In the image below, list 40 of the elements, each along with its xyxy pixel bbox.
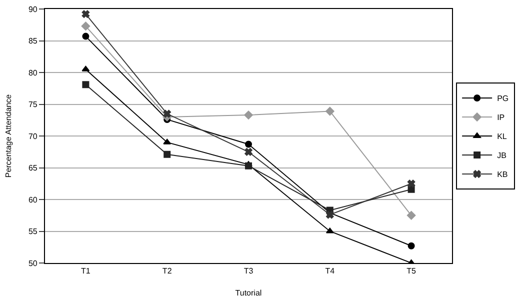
point bbox=[245, 140, 252, 148]
y-tick-label: 75 bbox=[28, 100, 38, 110]
point bbox=[407, 180, 416, 188]
y-tick-label: 80 bbox=[28, 68, 38, 78]
point bbox=[82, 81, 90, 88]
point bbox=[244, 148, 252, 156]
point bbox=[245, 162, 252, 170]
x-tick-label: T5 bbox=[406, 266, 417, 276]
point bbox=[406, 210, 416, 220]
legend-label: IP bbox=[497, 113, 505, 122]
point bbox=[163, 138, 172, 144]
point bbox=[82, 10, 90, 18]
x-tick-label: T3 bbox=[244, 266, 254, 276]
point bbox=[326, 210, 334, 219]
point bbox=[164, 150, 171, 158]
x-tick-label: T4 bbox=[325, 266, 336, 276]
point bbox=[326, 228, 334, 234]
y-tick-label: 55 bbox=[28, 227, 38, 236]
legend-label: KL bbox=[497, 132, 508, 142]
legend-label: JB bbox=[497, 151, 506, 160]
y-axis-title: Percentage Attendance bbox=[4, 94, 14, 178]
point bbox=[408, 186, 415, 193]
point bbox=[244, 110, 253, 120]
y-tick-label: 65 bbox=[28, 164, 38, 173]
y-tick-label: 60 bbox=[28, 195, 38, 204]
y-tick-label: 90 bbox=[28, 4, 38, 14]
x-axis-title: Tutorial bbox=[235, 288, 262, 298]
point bbox=[82, 66, 90, 72]
x-tick-label: T2 bbox=[162, 266, 172, 276]
point bbox=[163, 110, 171, 118]
x-tick-label: T1 bbox=[81, 266, 91, 276]
legend-label: PG bbox=[497, 94, 509, 104]
y-tick-label: 85 bbox=[28, 36, 38, 46]
legend-label: KB bbox=[497, 170, 508, 180]
point bbox=[82, 32, 90, 40]
point bbox=[326, 106, 334, 116]
point bbox=[408, 242, 415, 250]
point bbox=[81, 22, 90, 31]
y-tick-label: 70 bbox=[28, 132, 38, 141]
y-tick-label: 50 bbox=[28, 258, 38, 268]
